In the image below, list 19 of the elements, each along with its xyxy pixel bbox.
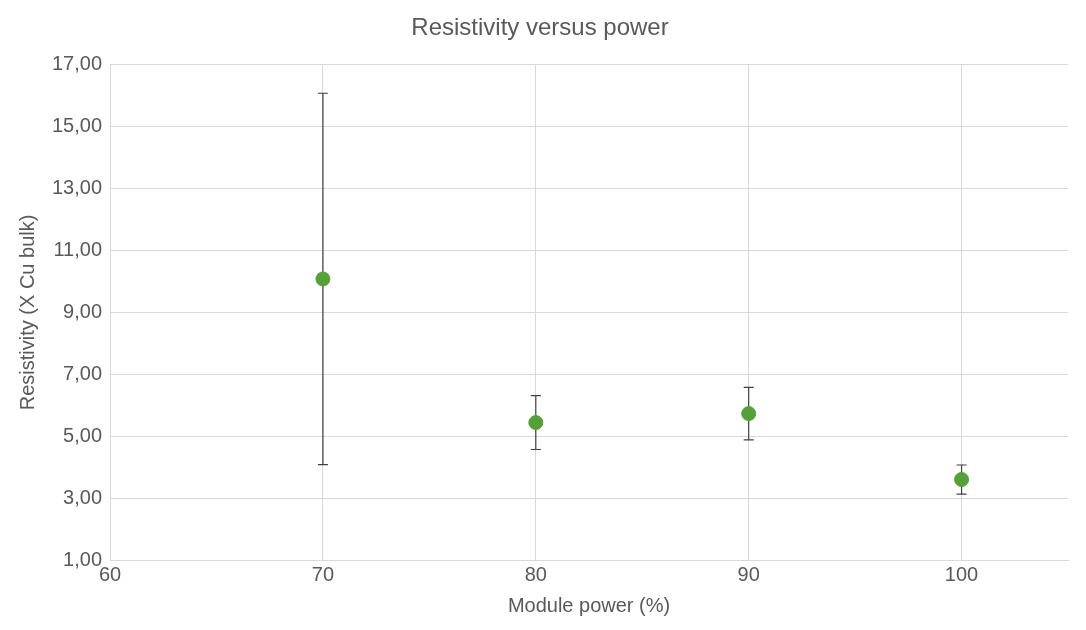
chart-title: Resistivity versus power	[411, 13, 669, 41]
y-axis-title: Resistivity (X Cu bulk)	[15, 214, 38, 411]
point	[741, 406, 757, 422]
y-tick-label: 15,00	[51, 114, 103, 137]
y-tick-label: 13,00	[51, 176, 103, 199]
x-tick-label: 70	[311, 562, 335, 585]
x-tick-label: 90	[737, 562, 760, 585]
y-tick-label: 5,00	[63, 423, 103, 446]
y-tick-label: 17,00	[51, 52, 103, 75]
y-tick-label: 9,00	[63, 299, 103, 322]
x-tick-label: 100	[944, 562, 979, 585]
y-tick-label: 7,00	[63, 361, 103, 384]
x-axis-title: Module power (%)	[507, 593, 671, 616]
y-tick-label: 3,00	[63, 485, 103, 508]
point	[528, 415, 544, 431]
point	[315, 271, 331, 287]
y-tick-label: 11,00	[53, 238, 103, 261]
point	[954, 472, 970, 488]
x-tick-label: 80	[524, 562, 547, 585]
